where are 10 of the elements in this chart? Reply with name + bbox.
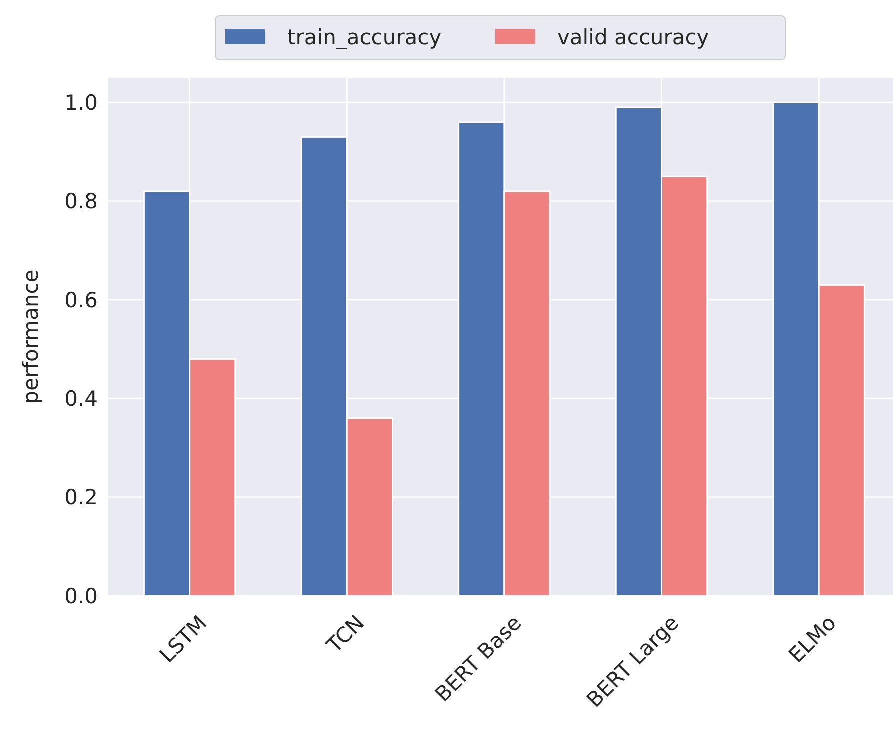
y-tick-label: 0.4 [64, 387, 98, 412]
legend-label: train_accuracy [288, 25, 442, 50]
y-tick-label: 1.0 [64, 91, 98, 116]
y-tick-label: 0.0 [64, 584, 98, 608]
legend-label: valid accuracy [558, 25, 710, 50]
y-tick-label: 0.8 [64, 190, 98, 214]
y-axis-title: performance [19, 270, 43, 404]
y-tick-label: 0.2 [64, 486, 98, 510]
y-tick-label: 0.6 [64, 288, 98, 312]
x-tick-label: TCN [322, 610, 370, 658]
